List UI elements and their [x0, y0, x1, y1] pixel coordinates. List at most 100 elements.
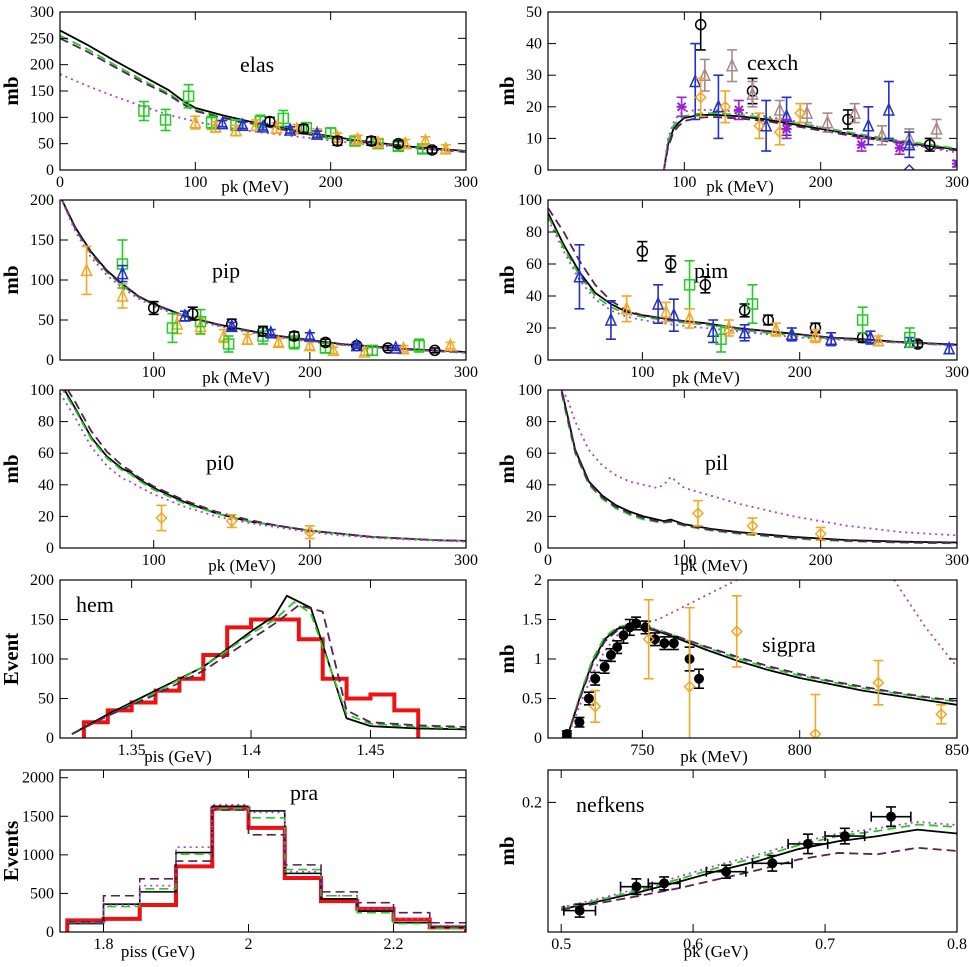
data-point: [719, 90, 732, 124]
marker-triangle: [722, 320, 736, 334]
data-point: [236, 117, 249, 131]
marker-triangle: [272, 334, 285, 349]
data-point: [894, 140, 905, 155]
data-point: [283, 122, 297, 136]
data-point: [689, 42, 702, 121]
marker-circle: [429, 344, 441, 357]
marker-triangle: [189, 114, 202, 129]
marker-triangle: [769, 321, 783, 336]
marker-triangle: [250, 117, 263, 131]
x-tick-label: 0.8: [947, 936, 967, 953]
series-green-dashed: [560, 823, 957, 910]
panel-pip: 100 200 300 0 50 100 150 200 pip pk (MeV) mb: [0, 192, 478, 387]
data-point: [664, 255, 677, 273]
x-tick-label: 200: [319, 174, 343, 191]
marker-filled-circle: [767, 858, 778, 869]
x-tick-label: 100: [630, 364, 654, 381]
x-tick-label: 200: [298, 364, 322, 381]
y-tick-label: 80: [526, 414, 542, 431]
x-tick-label: 1.35: [118, 742, 146, 759]
x-tick-label: 1.8: [94, 936, 114, 953]
marker-diamond: [872, 676, 885, 689]
y-tick-label: 60: [526, 445, 542, 462]
marker-filled-circle: [649, 634, 660, 645]
marker-triangle: [683, 310, 696, 325]
data-point: [647, 876, 681, 891]
y-tick-label: 50: [526, 4, 542, 21]
plot-frame: [547, 199, 958, 361]
x-tick-label: 800: [788, 742, 812, 759]
series-magenta-dotted: [60, 200, 466, 354]
data-point: [303, 525, 316, 540]
panel-cexch: 100 200 300 0 10 20 30 40 50 cexch pk (MeV) mb: [495, 4, 969, 196]
marker-filled-circle: [631, 881, 642, 892]
marker-circle: [264, 115, 276, 128]
marker-diamond: [935, 708, 948, 721]
marker-circle: [923, 138, 936, 151]
x-axis-label: pis (GeV): [144, 747, 212, 766]
data-point: [216, 115, 229, 130]
marker-triangle: [942, 340, 956, 355]
y-tick-label: 60: [526, 256, 542, 273]
data-point: [225, 514, 238, 529]
data-point: [738, 323, 751, 342]
data-point: [651, 283, 665, 325]
data-point: [683, 606, 696, 738]
marker-triangle: [725, 57, 739, 72]
marker-triangle: [270, 120, 283, 134]
marker-diamond: [691, 507, 705, 520]
marker-circle: [331, 135, 344, 147]
x-tick-label: 1.45: [356, 742, 384, 759]
marker-star: [856, 140, 867, 150]
y-tick-label: 2000: [22, 770, 54, 787]
data-point: [590, 671, 601, 686]
data-point: [787, 833, 829, 855]
marker-triangle: [573, 268, 586, 283]
x-tick-label: 100: [183, 174, 207, 191]
y-tick-label: 2: [534, 572, 542, 589]
data-point: [439, 141, 452, 155]
marker-star: [734, 105, 744, 115]
series-purple-dashed: [548, 207, 957, 346]
plot-area: [71, 594, 466, 738]
data-point: [270, 120, 283, 134]
marker-triangle: [283, 122, 297, 136]
marker-filled-circle: [583, 693, 594, 704]
marker-triangle: [256, 119, 270, 133]
data-point: [272, 334, 285, 349]
marker-triangle: [241, 331, 254, 345]
x-axis-label: pk (MeV): [221, 177, 289, 196]
marker-circle: [694, 18, 707, 31]
marker-triangle: [864, 329, 877, 344]
series-black-solid: [560, 390, 957, 544]
data-point: [842, 109, 854, 130]
marker-diamond: [303, 526, 316, 539]
marker-diamond: [642, 633, 655, 646]
data-point: [691, 499, 705, 527]
data-point: [147, 300, 160, 316]
data-point: [824, 331, 838, 347]
plot-frame: [59, 389, 467, 549]
series-magenta-dotted: [662, 109, 957, 170]
x-tick-label: 2: [245, 936, 253, 953]
marker-diamond: [694, 91, 707, 104]
y-tick-label: 50: [38, 691, 54, 708]
x-tick-label: 200: [788, 364, 812, 381]
marker-filled-circle: [631, 618, 642, 629]
panel-title: cexch: [747, 50, 798, 75]
series-black-solid: [561, 828, 957, 911]
series-green-dashed: [548, 215, 957, 347]
data-point: [303, 328, 317, 342]
data-point: [904, 327, 916, 349]
series-black-solid: [67, 805, 466, 929]
data-point: [256, 119, 270, 133]
panel-title: elas: [240, 52, 274, 77]
data-point: [659, 301, 673, 323]
data-point: [264, 115, 276, 128]
marker-triangle: [351, 131, 364, 146]
marker-square: [159, 114, 172, 126]
marker-circle: [762, 314, 774, 326]
marker-square: [194, 315, 207, 328]
marker-diamond: [719, 100, 732, 113]
data-point: [574, 716, 585, 728]
